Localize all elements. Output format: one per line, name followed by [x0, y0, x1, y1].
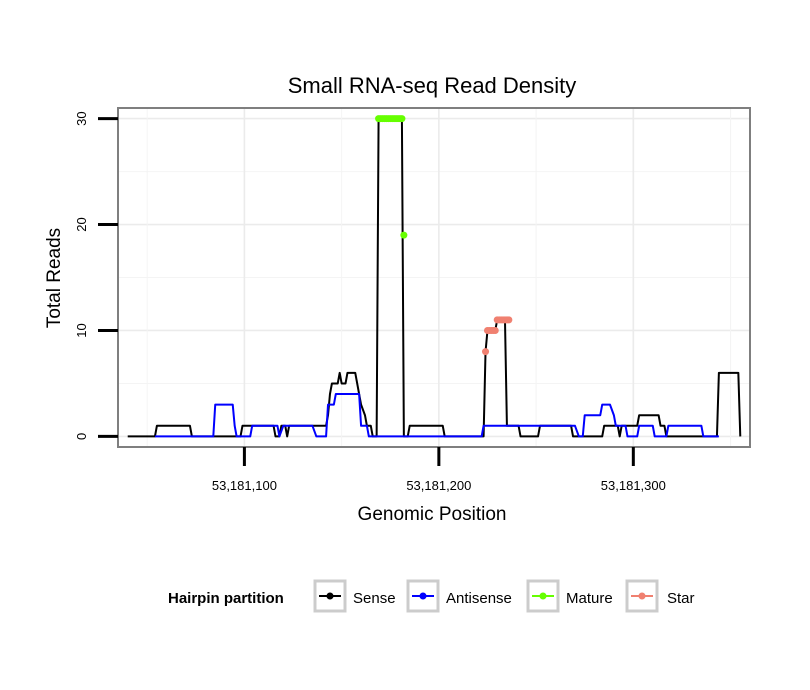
- x-tick-label: 53,181,100: [212, 478, 277, 493]
- legend-point-mature: [539, 592, 547, 600]
- legend-label-star: Star: [667, 590, 695, 607]
- legend-title: Hairpin partition: [168, 590, 284, 607]
- legend: Hairpin partition Sense Antisense Mature…: [168, 579, 695, 613]
- data-point-star: [505, 316, 513, 324]
- legend-point-star: [638, 592, 646, 600]
- y-tick-label: 30: [74, 111, 89, 125]
- panel-border: [117, 107, 751, 448]
- legend-item-antisense: Antisense: [406, 579, 512, 613]
- x-tick-label: 53,181,200: [406, 478, 471, 493]
- x-axis-label: Genomic Position: [358, 504, 507, 525]
- y-tick-label: 20: [74, 217, 89, 231]
- data-point-star: [482, 348, 490, 356]
- legend-item-mature: Mature: [526, 579, 613, 613]
- series-line-antisense: [154, 393, 719, 438]
- legend-label-mature: Mature: [566, 590, 613, 607]
- chart-title: Small RNA-seq Read Density: [288, 73, 577, 98]
- y-axis: 0 10 20 30: [74, 111, 118, 440]
- legend-label-sense: Sense: [353, 590, 396, 607]
- legend-item-sense: Sense: [313, 579, 396, 613]
- data-point-star: [491, 326, 499, 334]
- series-layer: [127, 115, 742, 438]
- plot-panel: [117, 107, 751, 448]
- legend-point-antisense: [419, 592, 427, 600]
- legend-item-star: Star: [625, 579, 695, 613]
- legend-point-sense: [326, 592, 334, 600]
- x-axis: 53,181,100 53,181,200 53,181,300: [212, 447, 666, 493]
- legend-label-antisense: Antisense: [446, 590, 512, 607]
- y-tick-label: 10: [74, 323, 89, 337]
- data-point-mature: [398, 115, 406, 123]
- y-tick-label: 0: [74, 433, 89, 440]
- data-point-mature: [400, 231, 408, 239]
- x-tick-label: 53,181,300: [601, 478, 666, 493]
- y-axis-label: Total Reads: [44, 228, 65, 328]
- grid: [118, 108, 750, 447]
